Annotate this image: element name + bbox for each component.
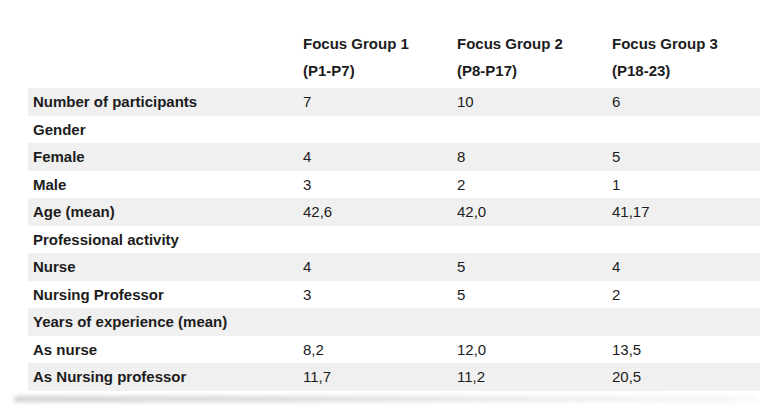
- table-row-number-of-participants: Number of participants 7 10 6: [28, 88, 760, 116]
- participants-table: Focus Group 1 (P1-P7) Focus Group 2 (P8-…: [28, 30, 760, 391]
- header-line: Focus Group 2: [457, 30, 612, 57]
- header-empty-cell: [28, 30, 303, 88]
- header-line: (P1-P7): [303, 57, 457, 84]
- row-label: Gender: [28, 116, 303, 144]
- header-cell-focus-group-2: Focus Group 2 (P8-P17): [457, 30, 612, 88]
- table-row-female: Female 4 8 5: [28, 143, 760, 171]
- cell-value: 10: [457, 88, 612, 116]
- header-line: (P18-23): [612, 57, 760, 84]
- cell-value: 12,0: [457, 336, 612, 364]
- cell-value: 20,5: [612, 363, 760, 391]
- table-row-nurse: Nurse 4 5 4: [28, 253, 760, 281]
- cell-value: 3: [303, 171, 457, 199]
- header-line: Focus Group 1: [303, 30, 457, 57]
- bottom-edge-smudge: [14, 396, 756, 402]
- cell-value: 8: [457, 143, 612, 171]
- cell-value: 2: [457, 171, 612, 199]
- table-row-as-nurse: As nurse 8,2 12,0 13,5: [28, 336, 760, 364]
- cell-value: [303, 308, 457, 336]
- row-label: As nurse: [28, 336, 303, 364]
- cell-value: [457, 226, 612, 254]
- header-cell-focus-group-3: Focus Group 3 (P18-23): [612, 30, 760, 88]
- cell-value: 5: [457, 253, 612, 281]
- table-header-row: Focus Group 1 (P1-P7) Focus Group 2 (P8-…: [28, 30, 760, 88]
- cell-value: [303, 116, 457, 144]
- cell-value: 11,2: [457, 363, 612, 391]
- row-label: Age (mean): [28, 198, 303, 226]
- cell-value: [612, 308, 760, 336]
- row-label: Number of participants: [28, 88, 303, 116]
- cell-value: 13,5: [612, 336, 760, 364]
- row-label: Male: [28, 171, 303, 199]
- row-label: Professional activity: [28, 226, 303, 254]
- table-row-gender-section: Gender: [28, 116, 760, 144]
- table-row-male: Male 3 2 1: [28, 171, 760, 199]
- cell-value: 5: [612, 143, 760, 171]
- cell-value: 4: [303, 143, 457, 171]
- row-label: As Nursing professor: [28, 363, 303, 391]
- table-row-years-of-experience-section: Years of experience (mean): [28, 308, 760, 336]
- cell-value: 11,7: [303, 363, 457, 391]
- cell-value: 7: [303, 88, 457, 116]
- cell-value: 8,2: [303, 336, 457, 364]
- cell-value: [457, 116, 612, 144]
- table-row-age-mean: Age (mean) 42,6 42,0 41,17: [28, 198, 760, 226]
- table-row-nursing-professor: Nursing Professor 3 5 2: [28, 281, 760, 309]
- header-cell-focus-group-1: Focus Group 1 (P1-P7): [303, 30, 457, 88]
- cell-value: [457, 308, 612, 336]
- cell-value: 3: [303, 281, 457, 309]
- table-row-professional-activity-section: Professional activity: [28, 226, 760, 254]
- cell-value: 42,0: [457, 198, 612, 226]
- cell-value: [612, 116, 760, 144]
- cell-value: 4: [612, 253, 760, 281]
- cell-value: 2: [612, 281, 760, 309]
- row-label: Nurse: [28, 253, 303, 281]
- cell-value: 4: [303, 253, 457, 281]
- cell-value: 1: [612, 171, 760, 199]
- row-label: Female: [28, 143, 303, 171]
- header-line: (P8-P17): [457, 57, 612, 84]
- row-label: Years of experience (mean): [28, 308, 303, 336]
- cell-value: [612, 226, 760, 254]
- header-line: Focus Group 3: [612, 30, 760, 57]
- table-row-as-nursing-professor: As Nursing professor 11,7 11,2 20,5: [28, 363, 760, 391]
- cell-value: 41,17: [612, 198, 760, 226]
- cell-value: 5: [457, 281, 612, 309]
- cell-value: 42,6: [303, 198, 457, 226]
- row-label: Nursing Professor: [28, 281, 303, 309]
- cell-value: [303, 226, 457, 254]
- cell-value: 6: [612, 88, 760, 116]
